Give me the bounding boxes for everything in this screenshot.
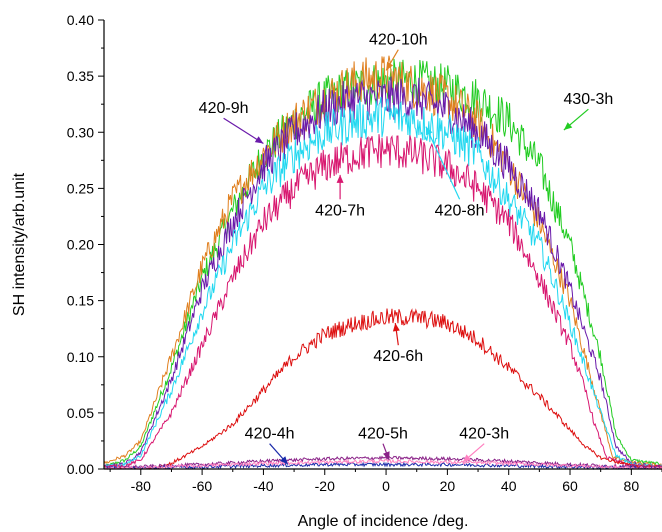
series-line-420-9h xyxy=(103,76,662,469)
series-line-420-3h xyxy=(103,458,662,471)
annotation-420-3h: 420-3h xyxy=(459,426,509,463)
y-tick-label: 0.10 xyxy=(67,349,94,365)
x-tick-label: 60 xyxy=(562,478,578,494)
y-tick-label: 0.40 xyxy=(67,12,94,28)
annotation-420-7h: 420-7h xyxy=(315,174,365,219)
series-420-5h xyxy=(104,454,662,471)
x-tick-label: 40 xyxy=(501,478,517,494)
annotation-label: 430-3h xyxy=(563,91,613,108)
annotation-label: 420-7h xyxy=(315,202,365,219)
series-layer xyxy=(103,55,662,471)
annotation-arrowhead xyxy=(336,174,344,183)
x-tick-label: 80 xyxy=(624,478,640,494)
x-tick-label: -80 xyxy=(131,478,151,494)
annotation-arrowhead xyxy=(392,323,400,332)
annotation-420-10h: 420-10h xyxy=(369,32,428,71)
annotation-420-4h: 420-4h xyxy=(245,426,295,465)
annotation-420-8h: 420-8h xyxy=(425,126,485,219)
y-tick-label: 0.20 xyxy=(67,237,94,253)
x-tick-label: -40 xyxy=(253,478,273,494)
y-tick-label: 0.15 xyxy=(67,293,94,309)
annotation-420-6h: 420-6h xyxy=(373,323,423,365)
annotation-arrowhead xyxy=(563,122,573,130)
series-line-420-7h xyxy=(103,134,662,470)
annotation-arrowhead xyxy=(425,126,433,136)
annotation-layer: 420-10h 430-3h 420-9h 420-7h 420-8h 420-6h 420… xyxy=(199,32,613,465)
axes-layer: 0.00 0.05 0.10 0.15 0.20 0.25 0.30 0.35 0.40 -80 -… xyxy=(67,12,662,494)
series-line-420-6h xyxy=(104,308,662,470)
annotation-arrow-line xyxy=(425,126,461,200)
annotation-label: 420-4h xyxy=(245,426,295,443)
annotation-label: 420-10h xyxy=(369,32,428,49)
y-axis-title: SH intensity/arb.unit xyxy=(11,172,28,316)
annotation-label: 420-8h xyxy=(435,202,485,219)
annotation-420-5h: 420-5h xyxy=(358,426,408,461)
y-tick-label: 0.00 xyxy=(67,461,94,477)
annotation-arrowhead xyxy=(280,456,288,465)
series-line-420-8h xyxy=(103,96,662,470)
series-420-10h xyxy=(103,55,662,468)
x-tick-label: -20 xyxy=(315,478,335,494)
series-420-7h xyxy=(103,134,662,470)
series-420-9h xyxy=(103,76,662,469)
x-axis-title: Angle of incidence /deg. xyxy=(298,513,469,530)
y-tick-label: 0.35 xyxy=(67,68,94,84)
x-tick-label: -60 xyxy=(192,478,212,494)
series-430-3h xyxy=(103,58,662,468)
annotation-arrowhead xyxy=(383,451,390,460)
annotation-label: 420-5h xyxy=(358,426,408,443)
annotation-label: 420-6h xyxy=(373,348,423,365)
series-420-3h xyxy=(103,458,662,471)
annotation-arrowhead xyxy=(462,454,472,463)
annotation-420-9h: 420-9h xyxy=(199,100,264,145)
series-420-8h xyxy=(103,96,662,470)
series-420-6h xyxy=(104,308,662,470)
series-line-420-5h xyxy=(104,454,662,471)
annotation-arrowhead xyxy=(254,136,264,144)
x-tick-label: 0 xyxy=(382,478,390,494)
y-tick-label: 0.05 xyxy=(67,405,94,421)
annotation-430-3h: 430-3h xyxy=(563,91,613,131)
annotation-label: 420-9h xyxy=(199,100,249,117)
y-tick-label: 0.30 xyxy=(67,124,94,140)
annotation-label: 420-3h xyxy=(459,426,509,443)
annotation-arrowhead xyxy=(386,61,394,71)
y-tick-label: 0.25 xyxy=(67,180,94,196)
x-tick-label: 20 xyxy=(440,478,456,494)
series-line-420-10h xyxy=(103,55,662,468)
series-line-430-3h xyxy=(103,58,662,468)
